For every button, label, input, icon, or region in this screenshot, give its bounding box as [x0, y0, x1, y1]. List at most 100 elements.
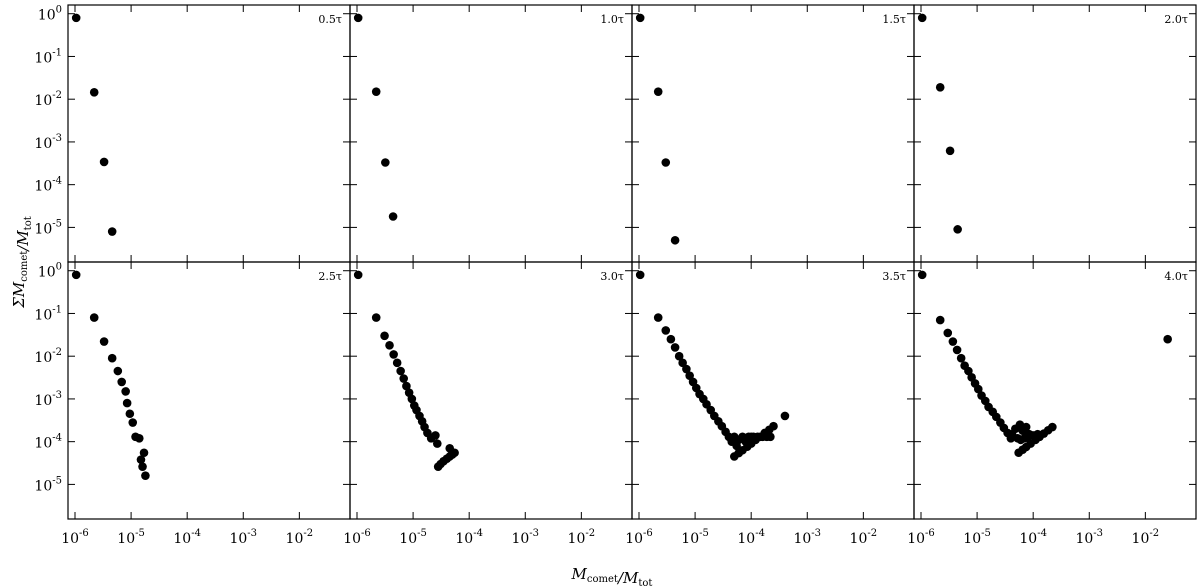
scatter-point	[99, 157, 109, 167]
scatter-point	[392, 358, 402, 368]
panel-frame	[349, 4, 633, 263]
scatter-point	[128, 418, 138, 427]
scatter-point	[121, 387, 130, 396]
scatter-point	[917, 13, 927, 23]
scatter-point	[973, 384, 983, 394]
y-tick-label: 10-4	[34, 175, 62, 195]
panel-frame	[631, 4, 915, 263]
scatter-point	[134, 433, 144, 443]
x-tick-label: 10-4	[737, 528, 765, 548]
x-tick-label: 10-4	[1019, 528, 1047, 548]
scatter-point	[396, 366, 405, 376]
scatter-point	[766, 432, 775, 442]
x-tick-label: 10-6	[343, 528, 371, 548]
scatter-point	[653, 87, 663, 96]
scatter-point	[670, 343, 680, 352]
x-tick-label: 10-3	[1075, 528, 1103, 548]
panel-title: 4.0τ	[1164, 270, 1188, 283]
panel-frame	[913, 261, 1197, 520]
scatter-point	[780, 411, 790, 421]
x-tick-label: 10-6	[907, 528, 935, 548]
scatter-point	[1033, 429, 1042, 439]
panel-frame	[349, 261, 633, 520]
x-tick-label: 10-2	[850, 528, 878, 548]
scatter-point	[138, 462, 147, 471]
scatter-point	[1021, 422, 1031, 432]
panel-title: 3.0τ	[600, 270, 624, 283]
y-tick-label: 10-5	[34, 218, 62, 238]
x-tick-label: 10-4	[455, 528, 483, 548]
x-tick-label: 10-6	[61, 528, 89, 548]
y-tick-label: 10-2	[34, 347, 62, 367]
scatter-point	[107, 353, 117, 363]
x-tick-label: 10-3	[229, 528, 257, 548]
scatter-point	[678, 358, 687, 368]
x-tick-label: 10-2	[286, 528, 314, 548]
scatter-point	[122, 398, 132, 408]
scatter-point	[113, 366, 123, 376]
scatter-point	[769, 421, 778, 431]
scatter-point	[917, 270, 927, 280]
scatter-point	[964, 366, 973, 376]
scatter-point	[388, 212, 398, 221]
y-tick-label: 10-1	[34, 304, 62, 324]
scatter-point	[71, 13, 81, 23]
panel-frame	[913, 4, 1197, 263]
y-tick-label: 10-1	[34, 47, 62, 67]
y-tick-label: 100	[38, 4, 62, 24]
x-tick-label: 10-4	[173, 528, 201, 548]
scatter-point	[1163, 334, 1172, 344]
x-axis-label: Mcomet/Mtot	[571, 565, 653, 588]
scatter-point	[141, 471, 150, 480]
scatter-point	[1048, 422, 1057, 432]
scatter-point	[682, 364, 691, 374]
x-tick-label: 10-5	[117, 528, 145, 548]
scatter-point	[935, 82, 945, 92]
scatter-point	[635, 270, 645, 280]
scatter-point	[661, 158, 671, 167]
scatter-point	[952, 345, 962, 355]
scatter-point	[125, 409, 135, 419]
panel-title: 1.5τ	[882, 13, 906, 26]
scatter-point	[445, 443, 455, 453]
scatter-point	[107, 227, 117, 236]
y-tick-label: 10-2	[34, 90, 62, 110]
scatter-point	[117, 377, 126, 387]
x-tick-label: 10-2	[1132, 528, 1160, 548]
scatter-point	[353, 13, 363, 23]
scatter-point	[948, 337, 958, 346]
scatter-point	[407, 394, 417, 404]
scatter-point	[431, 431, 440, 440]
scatter-point	[389, 350, 398, 359]
panel-title: 2.0τ	[1164, 13, 1188, 26]
scatter-point	[89, 313, 99, 322]
y-tick-label: 100	[38, 261, 62, 281]
panel-frame	[67, 261, 351, 520]
scatter-point	[371, 313, 381, 322]
scatter-point	[353, 270, 363, 280]
scatter-point	[371, 87, 381, 96]
x-tick-label: 10-5	[399, 528, 427, 548]
y-tick-label: 10-3	[34, 389, 62, 409]
panel-title: 2.5τ	[318, 270, 342, 283]
scatter-point	[402, 381, 411, 391]
scatter-point	[653, 313, 663, 322]
x-tick-label: 10-2	[568, 528, 596, 548]
x-tick-label: 10-5	[681, 528, 709, 548]
panel-title: 3.5τ	[882, 270, 906, 283]
scatter-point	[432, 439, 442, 448]
scatter-point	[666, 334, 676, 344]
x-tick-label: 10-6	[625, 528, 653, 548]
panel-title: 0.5τ	[318, 13, 342, 26]
scatter-point	[635, 13, 645, 23]
scatter-point	[71, 270, 81, 280]
scatter-point	[945, 146, 955, 156]
y-axis-label: ΣMcomet/Mtot	[10, 216, 34, 309]
y-tick-label: 10-4	[34, 432, 62, 452]
scatter-point	[89, 87, 99, 97]
scatter-point	[136, 455, 146, 464]
scatter-point	[956, 353, 966, 363]
scatter-point	[380, 331, 389, 341]
scatter-point	[935, 315, 945, 325]
